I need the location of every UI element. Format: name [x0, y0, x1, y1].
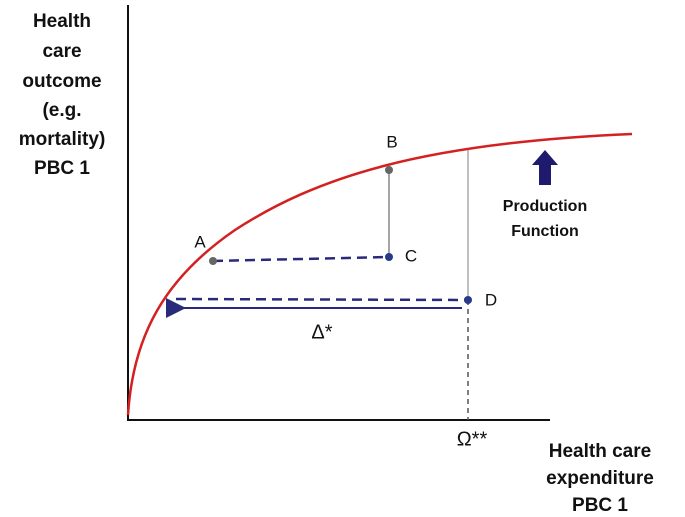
y-label: mortality) — [19, 129, 106, 150]
y-label: Health — [33, 11, 91, 32]
delta-label: Δ* — [311, 321, 332, 343]
point-a — [209, 257, 217, 265]
d-dashed — [175, 297, 469, 302]
shift-arrow — [532, 150, 558, 185]
curve-label: Function — [511, 223, 579, 240]
a-c-dashed — [212, 255, 390, 263]
y-label: PBC 1 — [34, 158, 90, 179]
production-curve — [126, 132, 633, 416]
x-label: PBC 1 — [572, 495, 628, 516]
x-label: Health care — [549, 441, 651, 462]
x-label: expenditure — [546, 468, 654, 489]
point-b — [385, 166, 393, 174]
point-label: C — [405, 246, 417, 265]
y-label: (e.g. — [42, 100, 81, 121]
point-label: D — [485, 290, 497, 309]
point-c — [385, 253, 393, 261]
y-label: outcome — [22, 71, 101, 92]
curve-label: Production — [503, 198, 587, 215]
omega-label: Ω** — [457, 428, 488, 450]
point-label: A — [194, 232, 206, 251]
y-label: care — [42, 41, 81, 62]
point-label: B — [386, 132, 397, 151]
point-d — [464, 296, 472, 304]
